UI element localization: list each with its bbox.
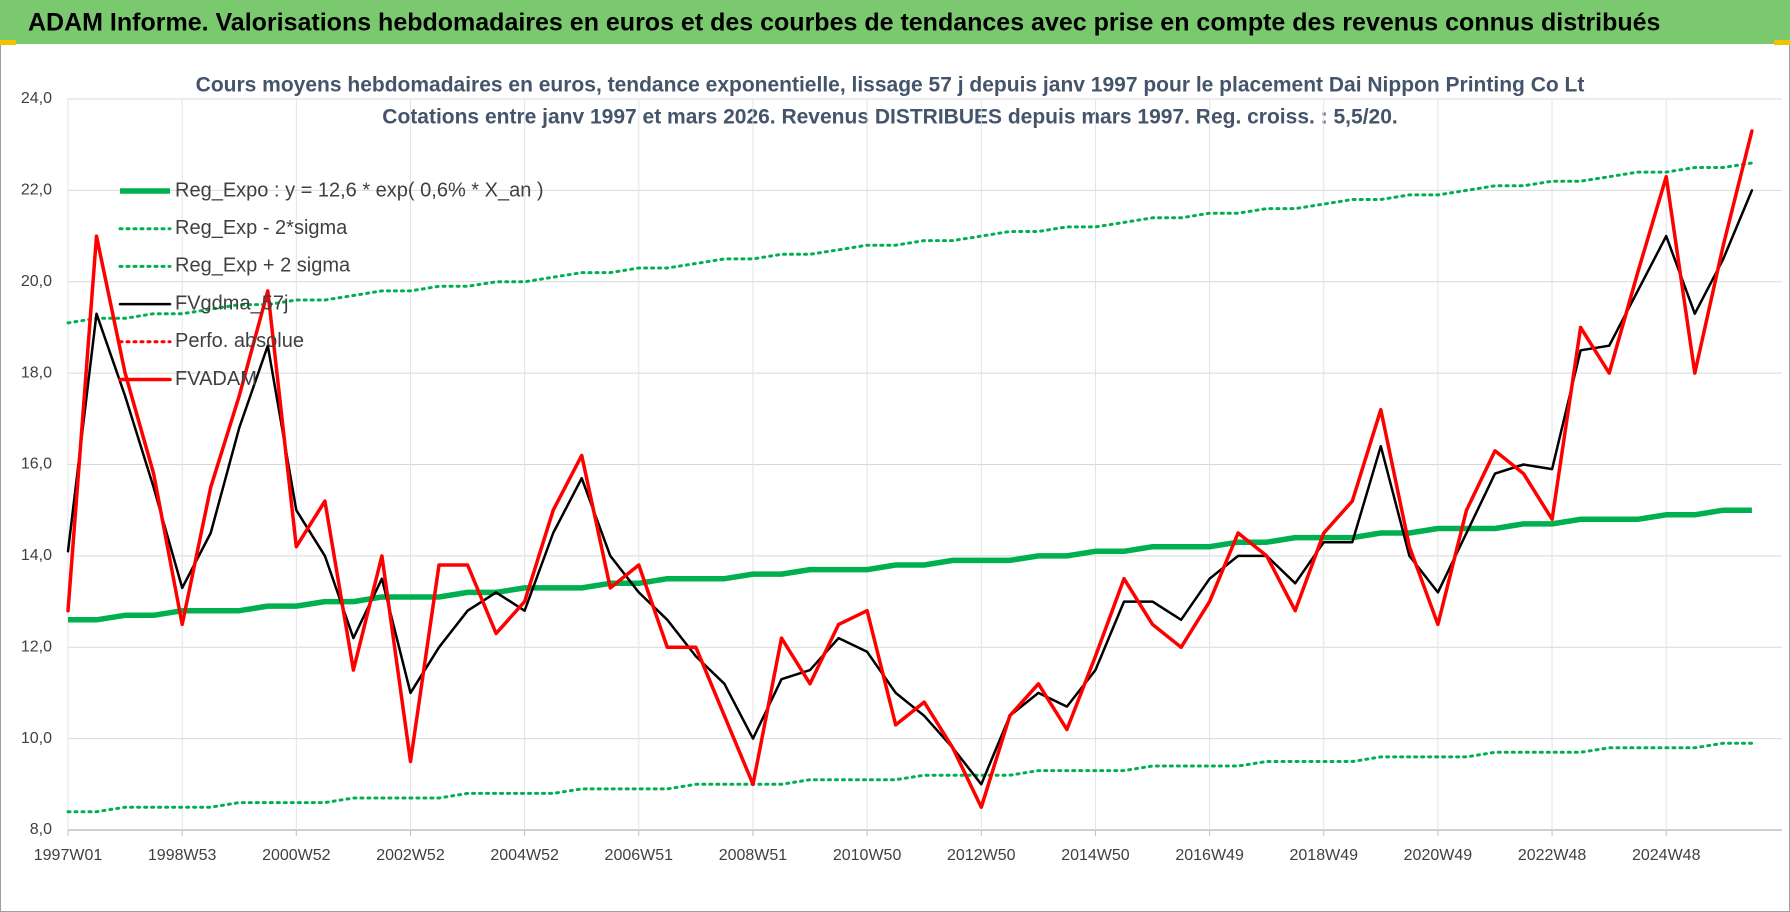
grid: 8,0 10,0 12,0 14,0 16,0 18,0 20,0 22,0 24,0 1997W…	[21, 90, 1782, 864]
legend-label: Perfo. absolue	[175, 330, 304, 352]
y-tick-label: 12,0	[21, 638, 52, 655]
y-tick-label: 8,0	[30, 821, 52, 838]
y-tick-label: 24,0	[21, 90, 52, 107]
corner-mark	[0, 40, 16, 45]
x-tick-label: 1998W53	[148, 847, 217, 864]
y-tick-label: 16,0	[21, 456, 52, 473]
corner-mark	[1774, 40, 1790, 45]
legend-label: FVgdma_57j	[175, 292, 288, 314]
legend: Reg_Expo : y = 12,6 * exp( 0,6% * X_an )…	[118, 179, 544, 390]
series-line	[66, 189, 1754, 786]
y-tick-label: 10,0	[21, 730, 52, 747]
x-tick-label: 2024W48	[1632, 847, 1701, 864]
x-tick-label: 2010W50	[833, 847, 902, 864]
legend-label: Reg_Expo : y = 12,6 * exp( 0,6% * X_an )	[175, 179, 544, 201]
series-line	[68, 507, 1752, 623]
x-tick-label: 2020W49	[1404, 847, 1473, 864]
legend-label: FVADAM	[175, 368, 257, 390]
x-tick-label: 2016W49	[1175, 847, 1244, 864]
series-line	[66, 161, 1754, 325]
header-bar	[0, 0, 1790, 44]
x-tick-label: 2004W52	[490, 847, 559, 864]
x-tick-label: 2002W52	[376, 847, 445, 864]
x-tick-label: 2006W51	[605, 847, 674, 864]
series-line	[66, 741, 1754, 814]
x-tick-label: 2014W50	[1061, 847, 1130, 864]
x-tick-label: 2022W48	[1518, 847, 1587, 864]
y-tick-label: 20,0	[21, 273, 52, 290]
legend-label: Reg_Exp - 2*sigma	[175, 217, 348, 239]
y-tick-label: 22,0	[21, 182, 52, 199]
x-tick-label: 2012W50	[947, 847, 1016, 864]
series-line	[66, 129, 1754, 809]
header-title: ADAM Informe. Valorisations hebdomadaire…	[28, 9, 1660, 37]
x-tick-label: 2008W51	[719, 847, 788, 864]
chart-subtitle: Cotations entre janv 1997 et mars 2026. …	[382, 106, 1397, 129]
x-tick-label: 2000W52	[262, 847, 331, 864]
legend-label: Reg_Exp + 2 sigma	[175, 255, 351, 277]
x-tick-label: 1997W01	[34, 847, 103, 864]
y-tick-label: 18,0	[21, 364, 52, 381]
y-tick-label: 14,0	[21, 547, 52, 564]
plot	[66, 129, 1754, 814]
chart-title: Cours moyens hebdomadaires en euros, ten…	[196, 74, 1585, 97]
x-tick-label: 2018W49	[1290, 847, 1359, 864]
